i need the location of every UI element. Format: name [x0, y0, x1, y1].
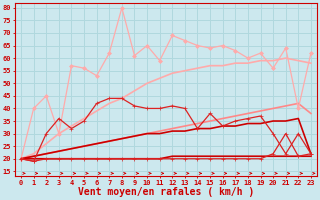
X-axis label: Vent moyen/en rafales ( km/h ): Vent moyen/en rafales ( km/h ) [78, 187, 254, 197]
